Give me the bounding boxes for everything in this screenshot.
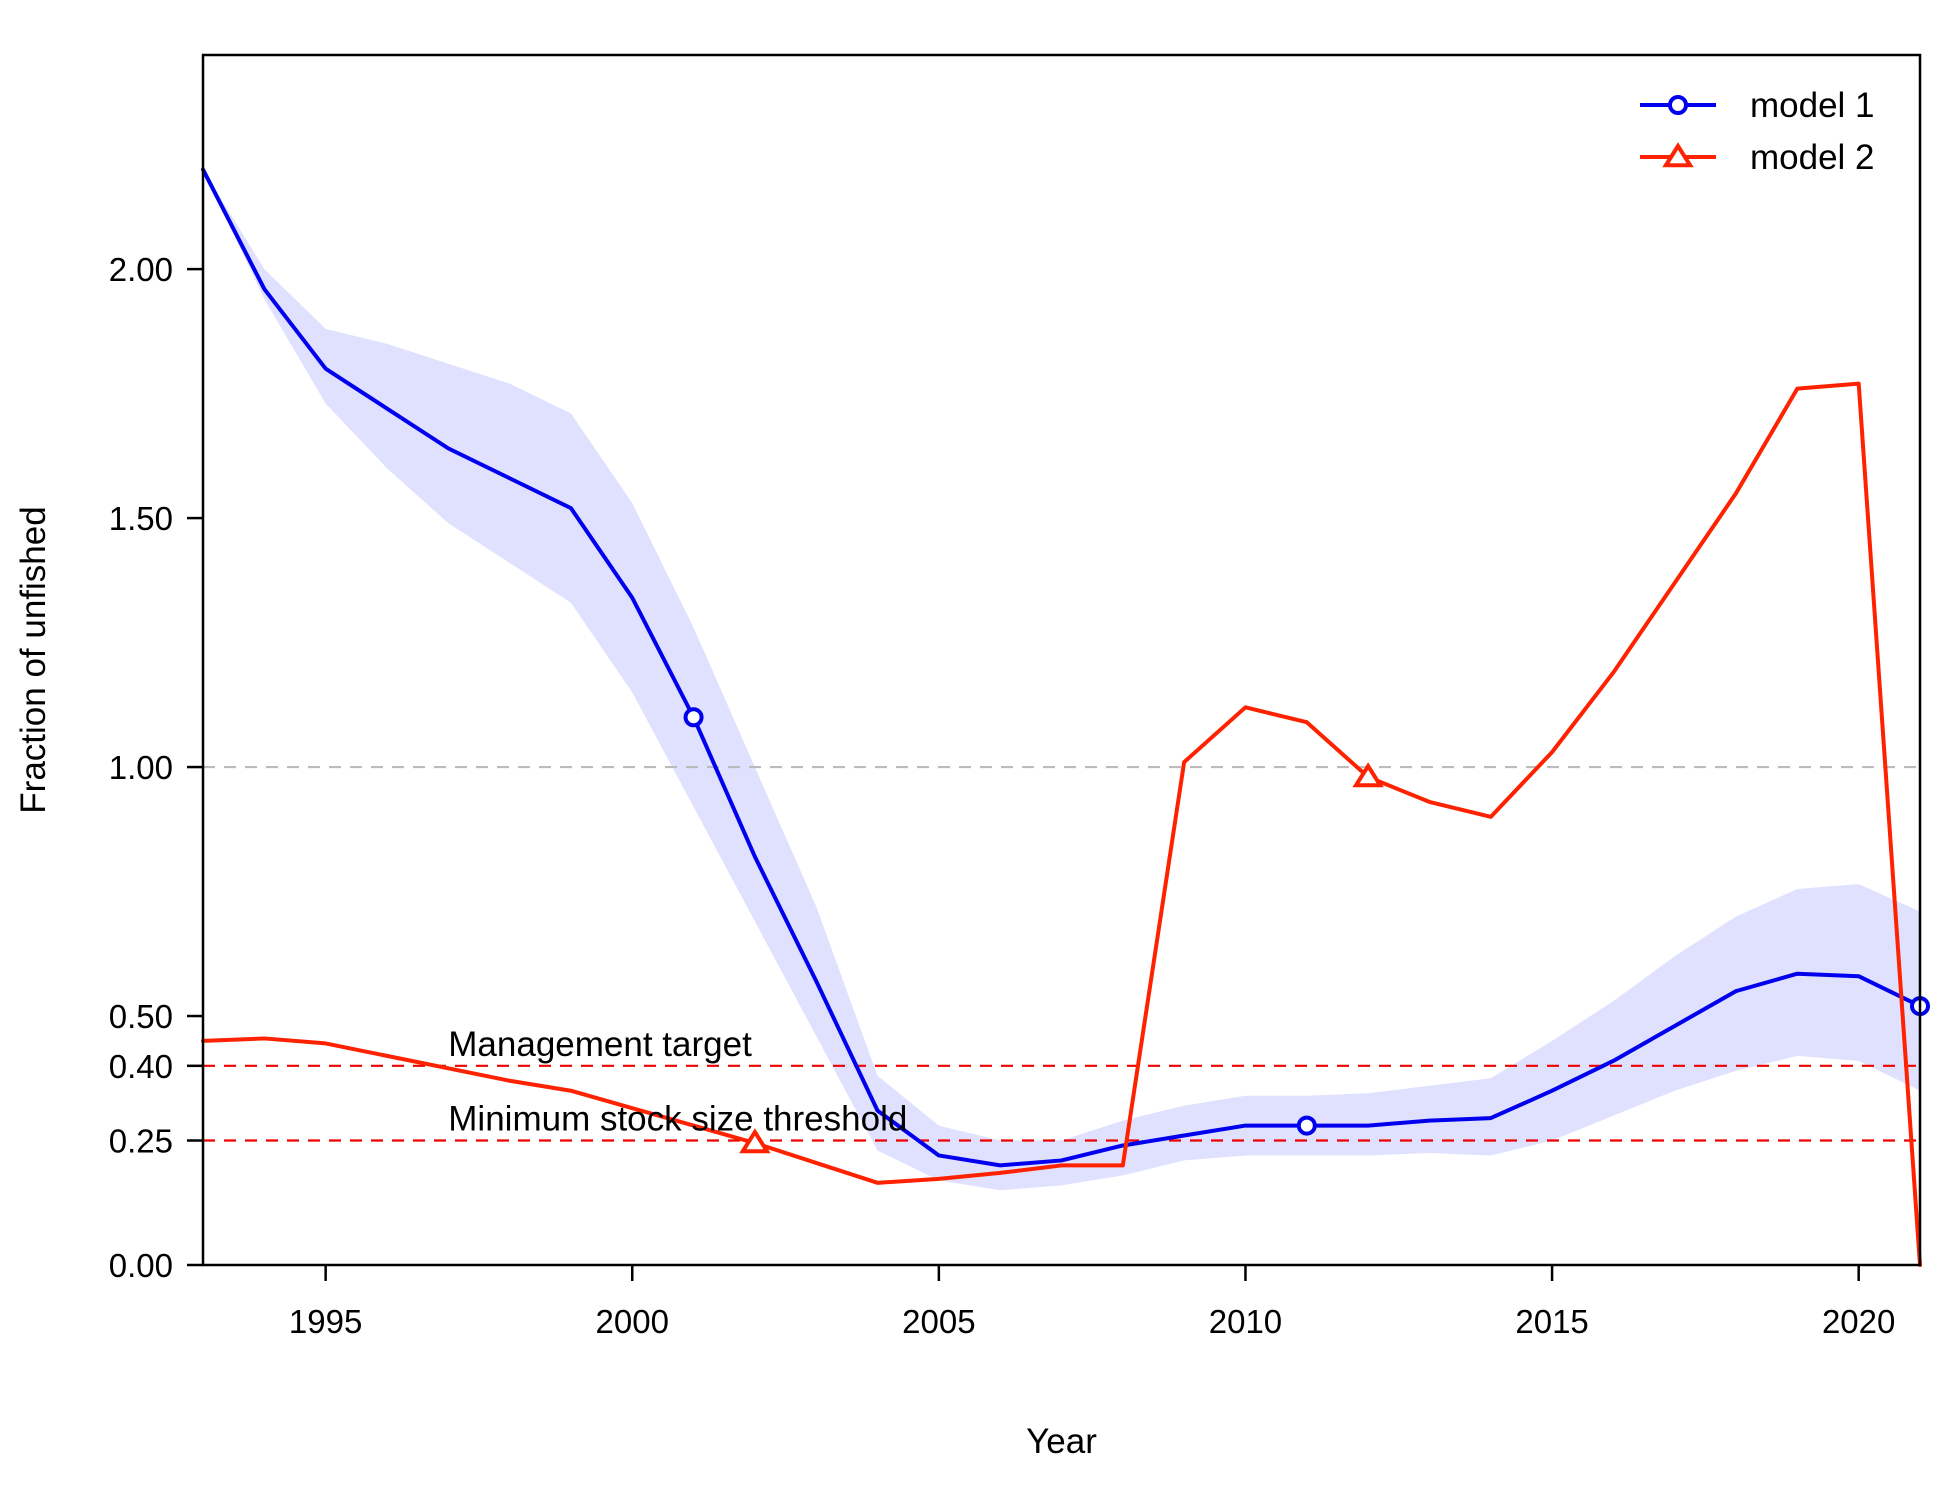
y-tick-label-5: 1.50: [109, 500, 173, 537]
series-line-2: [201, 381, 1922, 1267]
x-axis: 1995 2000 2005 2010 2015 2020: [289, 1265, 1895, 1340]
y-tick-label-2: 0.40: [109, 1048, 173, 1085]
y-axis-title: Fraction of unfished: [14, 506, 53, 813]
y-tick-label-0: 0.00: [109, 1247, 173, 1284]
legend-label-model-2: model 2: [1750, 138, 1875, 177]
series-line-1: [201, 167, 1922, 1168]
series-markers: [683, 707, 1930, 1154]
y-tick-label-6: 2.00: [109, 251, 173, 288]
x-tick-label-2020: 2020: [1822, 1303, 1895, 1340]
y-axis: 0.00 0.25 0.40 0.50 1.00 1.50 2.00: [109, 251, 203, 1284]
legend-swatch-marker-1: [1668, 95, 1688, 115]
reference-lines: [203, 765, 1920, 1142]
legend-swatch-marker-2: [1662, 142, 1694, 168]
legend-label-model-1: model 1: [1750, 86, 1875, 125]
legend-item-model-1: model 1: [1640, 86, 1875, 125]
y-tick-label-3: 0.50: [109, 998, 173, 1035]
series-1-marker-2001: [683, 707, 704, 728]
legend: model 1 model 2: [1640, 86, 1875, 177]
x-tick-label-2015: 2015: [1515, 1303, 1588, 1340]
x-tick-label-1995: 1995: [289, 1303, 362, 1340]
plot-frame: [201, 53, 1922, 1267]
x-tick-label-2000: 2000: [596, 1303, 669, 1340]
management-target-label: Management target: [448, 1025, 752, 1064]
series-2-marker-2012: [1352, 762, 1384, 788]
legend-item-model-2: model 2: [1640, 138, 1875, 177]
y-tick-label-4: 1.00: [109, 749, 173, 786]
y-tick-label-1: 0.25: [109, 1123, 173, 1160]
minimum-stock-threshold-label: Minimum stock size threshold: [448, 1100, 907, 1139]
series-2-marker-2002: [739, 1128, 771, 1154]
series-lines: [201, 167, 1922, 1267]
series-1-marker-2011: [1296, 1115, 1317, 1136]
x-axis-title: Year: [1026, 1422, 1097, 1461]
x-tick-label-2010: 2010: [1209, 1303, 1282, 1340]
x-tick-label-2005: 2005: [902, 1303, 975, 1340]
